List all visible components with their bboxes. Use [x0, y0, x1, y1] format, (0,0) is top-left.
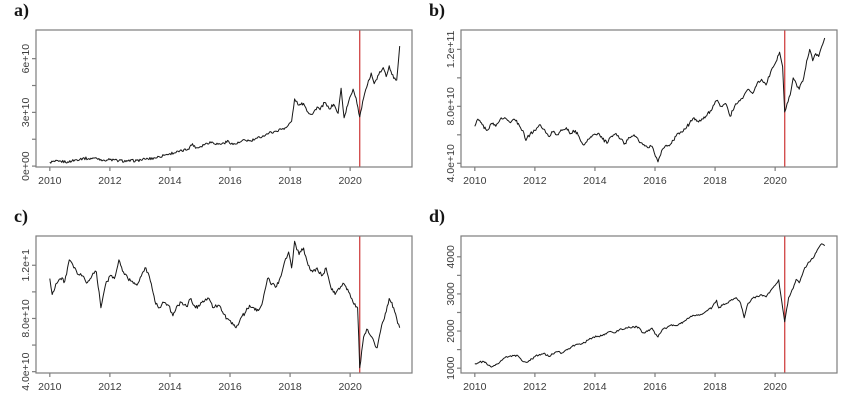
- time-series-line: [49, 46, 401, 164]
- x-tick-label: 2020: [338, 175, 362, 187]
- plot-box: [35, 235, 413, 374]
- x-tick-label: 2012: [98, 175, 122, 187]
- x-tick-label: 2012: [523, 175, 547, 187]
- x-tick-label: 2010: [38, 175, 62, 187]
- x-tick-label: 2018: [703, 175, 727, 187]
- x-tick-label: 2018: [278, 381, 302, 393]
- y-tick-label: 3000: [445, 282, 457, 306]
- panel-d: d) 2010 2012 2014 2016 2018 2020 1000 2000 3000 4…: [425, 206, 850, 412]
- x-tick-label: 2010: [463, 175, 487, 187]
- time-series-line: [474, 37, 826, 163]
- panel-c-label: c): [14, 206, 28, 226]
- x-tick-label: 2016: [218, 175, 242, 187]
- x-tick-label: 2012: [98, 381, 122, 393]
- chart-d: 2010 2012 2014 2016 2018 2020 1000 2000 3000 4000: [445, 235, 838, 393]
- y-tick-label: 1000: [445, 356, 457, 380]
- x-tick-label: 2018: [278, 175, 302, 187]
- x-tick-label: 2012: [523, 381, 547, 393]
- x-tick-label: 2020: [763, 381, 787, 393]
- x-tick-label: 2014: [158, 381, 182, 393]
- y-tick-label: 2000: [445, 319, 457, 343]
- time-series-line: [49, 240, 401, 369]
- plot-box: [460, 29, 838, 168]
- y-tick-label: 6e+10: [20, 44, 32, 74]
- x-tick-label: 2020: [763, 175, 787, 187]
- x-tick-label: 2014: [158, 175, 182, 187]
- x-tick-label: 2016: [643, 381, 667, 393]
- panel-d-label: d): [429, 206, 446, 226]
- x-tick-label: 2016: [643, 175, 667, 187]
- panel-a: a) 2010 2012 2014 2016 2018 2020 0e+00 3e+10 6e+…: [0, 0, 425, 206]
- y-tick-label: 4000: [445, 245, 457, 269]
- y-tick-label: 0e+00: [20, 151, 32, 181]
- plot-box: [460, 235, 838, 374]
- panel-b: b) 2010 2012 2014 2016 2018 2020 4.0e+10 8.0e+1…: [425, 0, 850, 206]
- x-tick-label: 2010: [38, 381, 62, 393]
- x-tick-label: 2016: [218, 381, 242, 393]
- chart-b: 2010 2012 2014 2016 2018 2020 4.0e+10 8.0e+10 1.…: [445, 29, 838, 187]
- plot-box: [35, 29, 413, 168]
- y-tick-label: 4.0e+10: [20, 352, 32, 390]
- y-tick-label: 4.0e+10: [445, 144, 457, 182]
- panel-a-label: a): [14, 0, 29, 20]
- y-tick-label: 8.0e+10: [20, 299, 32, 337]
- time-series-line: [474, 243, 826, 368]
- y-tick-label: 3e+10: [20, 97, 32, 127]
- y-tick-label: 1.2e+11: [445, 30, 457, 68]
- x-tick-label: 2014: [583, 381, 607, 393]
- x-tick-label: 2014: [583, 175, 607, 187]
- y-tick-label: 8.0e+10: [445, 87, 457, 125]
- chart-c: 2010 2012 2014 2016 2018 2020 4.0e+10 8.0e+10 1.…: [20, 235, 413, 393]
- panel-b-label: b): [429, 0, 446, 20]
- chart-a: 2010 2012 2014 2016 2018 2020 0e+00 3e+10 6e+10: [20, 29, 413, 187]
- x-tick-label: 2020: [338, 381, 362, 393]
- panel-c: c) 2010 2012 2014 2016 2018 2020 4.0e+10 8.0e+1…: [0, 206, 425, 412]
- y-tick-label: 1.2e+1: [20, 249, 32, 282]
- x-tick-label: 2018: [703, 381, 727, 393]
- x-tick-label: 2010: [463, 381, 487, 393]
